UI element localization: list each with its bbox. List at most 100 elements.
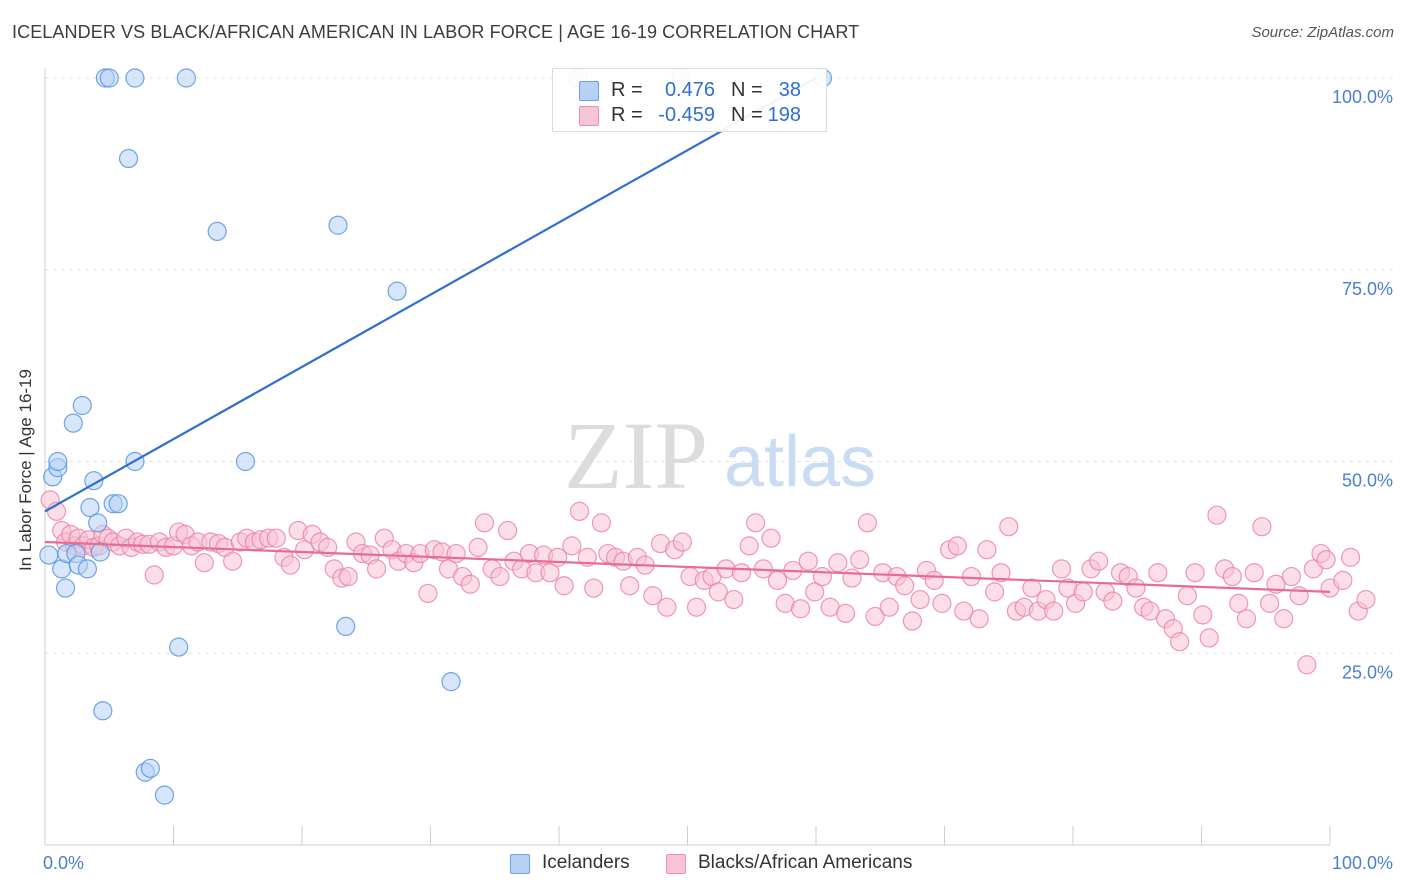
black-african-american-point (540, 563, 560, 583)
legend-row-blacks: R = -0.459 N = 198 (553, 102, 826, 130)
black-african-american-point (686, 597, 707, 617)
icelander-point (72, 395, 92, 416)
icelander-point (63, 413, 83, 433)
icelander-point (90, 542, 110, 562)
icelander-point (108, 494, 128, 514)
black-african-american-point (554, 576, 574, 596)
y-axis-label: In Labor Force | Age 16-19 (16, 369, 35, 571)
black-african-american-point (961, 566, 982, 587)
black-african-american-point (1260, 593, 1280, 613)
black-african-american-point (835, 603, 856, 623)
black-african-american-point (739, 536, 759, 556)
black-african-american-point (418, 583, 438, 604)
black-african-american-point (947, 536, 967, 556)
black-african-american-point (724, 589, 744, 610)
icelander-point (93, 701, 113, 721)
legend-swatch-pink (579, 106, 599, 126)
black-african-american-point (761, 528, 781, 548)
black-african-american-point (1340, 547, 1361, 567)
black-african-american-point (1022, 578, 1042, 598)
black-african-american-point (969, 609, 989, 629)
black-african-american-point (999, 517, 1019, 537)
black-african-american-point (910, 589, 930, 610)
bottom-legend-swatch-pink (666, 854, 686, 874)
black-african-american-point (584, 578, 604, 598)
black-african-american-point (569, 501, 590, 521)
black-african-american-point (672, 532, 692, 552)
x-tick-label: 0.0% (43, 853, 84, 873)
icelander-point (88, 513, 108, 533)
x-tick-label: 100.0% (1332, 853, 1393, 873)
y-tick-label: 25.0% (1342, 662, 1393, 682)
black-african-american-point (812, 566, 833, 587)
black-african-american-point (850, 550, 870, 570)
black-african-american-point (1199, 628, 1219, 648)
black-african-american-point (1170, 632, 1190, 652)
black-african-american-point (865, 606, 885, 627)
black-african-american-point (591, 513, 612, 533)
black-african-american-point (895, 576, 915, 596)
legend-r-value: -0.459 (658, 104, 715, 126)
black-african-american-point (731, 563, 752, 583)
icelander-trend-line (44, 77, 817, 513)
chart-title: ICELANDER VS BLACK/AFRICAN AMERICAN IN L… (12, 22, 860, 42)
black-african-american-point (490, 566, 510, 587)
black-african-american-point (620, 576, 640, 596)
black-african-american-point (1140, 601, 1160, 621)
y-tick-label: 75.0% (1342, 279, 1393, 299)
black-african-american-point (1193, 605, 1213, 625)
black-african-american-point (1297, 655, 1317, 675)
icelander-point (328, 215, 348, 235)
legend-r-label: R = (611, 104, 643, 126)
black-african-american-point (643, 586, 663, 606)
legend-swatch-blue (579, 81, 599, 101)
black-african-american-point (879, 597, 899, 617)
bottom-legend-label: Icelanders (542, 852, 630, 873)
black-african-american-point (798, 551, 818, 571)
black-african-american-point (991, 563, 1011, 583)
black-african-american-point (1252, 517, 1272, 537)
black-african-american-point (562, 536, 582, 556)
black-african-american-point (266, 528, 286, 548)
icelander-point (207, 221, 227, 241)
black-african-american-point (1185, 563, 1205, 583)
watermark-zip: ZIP (564, 402, 708, 509)
black-african-american-trend-line (44, 540, 1331, 593)
black-african-american-point (294, 540, 315, 560)
icelander-point (77, 559, 98, 579)
black-african-american-point (1073, 582, 1093, 602)
black-african-american-point (194, 553, 214, 573)
black-african-american-point (1229, 593, 1249, 613)
icelander-point (125, 68, 145, 88)
black-african-american-point (708, 582, 728, 602)
black-african-american-point (924, 570, 944, 590)
black-african-american-point (1148, 563, 1168, 583)
black-african-american-point (1356, 589, 1376, 610)
icelander-point (154, 785, 175, 805)
black-african-american-point (1274, 609, 1294, 629)
black-african-american-point (1316, 550, 1336, 570)
icelander-point (235, 451, 256, 472)
legend-n-label: N = (731, 79, 763, 101)
black-african-american-point (746, 513, 766, 533)
black-african-american-point (280, 555, 301, 575)
source-label: Source: ZipAtlas.com (1251, 24, 1394, 41)
black-african-american-point (1222, 566, 1242, 587)
icelander-point (336, 616, 356, 637)
icelander-point (169, 637, 189, 657)
black-african-american-point (1207, 505, 1227, 525)
legend-r-label: R = (611, 79, 643, 101)
black-african-american-point (498, 520, 518, 541)
icelander-point (441, 672, 461, 692)
black-african-american-point (902, 611, 922, 631)
black-african-american-point (1103, 591, 1123, 611)
icelander-point (176, 68, 196, 88)
black-african-american-point (932, 593, 952, 613)
icelander-point (387, 281, 407, 301)
black-african-american-point (842, 568, 862, 588)
icelander-point (118, 148, 139, 169)
icelander-point (48, 451, 68, 472)
black-african-american-point (857, 513, 878, 533)
black-african-american-point (767, 570, 788, 590)
